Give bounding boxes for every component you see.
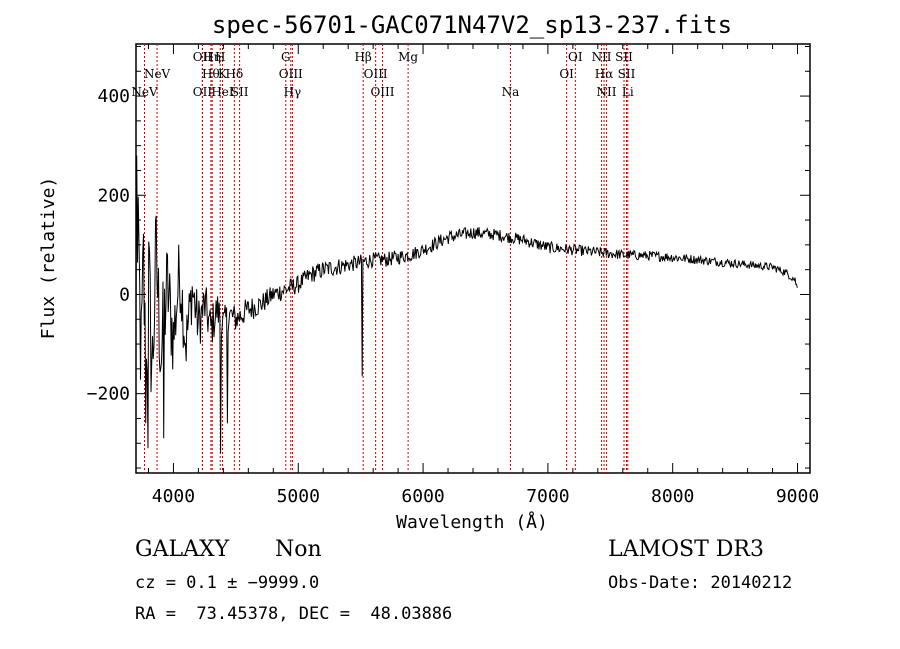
y-tick-label: −200: [87, 384, 130, 405]
x-tick-label: 8000: [651, 486, 694, 507]
line-label: Hθ: [202, 67, 220, 81]
plot-frame: [135, 43, 811, 474]
x-tick-label: 5000: [277, 486, 320, 507]
line-label: NII: [597, 85, 617, 99]
coordinates-readout: RA = 73.45378, DEC = 48.03886: [135, 604, 453, 624]
y-axis-label: Flux (relative): [38, 177, 59, 340]
line-label: NeV: [144, 67, 171, 81]
x-tick-label: 7000: [526, 486, 569, 507]
y-tick-label: 400: [97, 86, 130, 107]
x-axis-label: Wavelength (Å): [396, 511, 548, 533]
line-label: NII: [592, 50, 612, 64]
observation-date: Obs-Date: 20140212: [608, 573, 793, 593]
line-label: Hβ: [354, 50, 371, 64]
line-label: Li: [622, 85, 634, 99]
line-label: K: [218, 67, 228, 81]
line-label: OIII: [370, 85, 394, 99]
line-label: SII: [231, 85, 249, 99]
line-label: Hη: [203, 50, 221, 64]
object-class: GALAXY: [135, 537, 230, 562]
line-label: OII: [193, 85, 213, 99]
y-tick-label: 0: [119, 284, 130, 305]
line-label: G: [281, 50, 291, 64]
line-label: H: [215, 50, 225, 64]
y-tick-label: 200: [97, 185, 130, 206]
line-label: NeV: [131, 85, 158, 99]
line-label: Hγ: [284, 85, 302, 99]
line-label: OIII: [364, 67, 388, 81]
survey-label: LAMOST DR3: [608, 537, 764, 562]
object-subclass: Non: [275, 537, 322, 562]
redshift-readout: cz = 0.1 ± −9999.0: [135, 573, 320, 593]
x-tick-label: 9000: [776, 486, 819, 507]
line-label: SII: [615, 50, 633, 64]
chart-title: spec-56701-GAC071N47V2_sp13-237.fits: [212, 11, 732, 39]
spectrum-line: [135, 155, 798, 454]
x-tick-label: 4000: [152, 486, 195, 507]
line-label: HeI: [211, 85, 234, 99]
line-label: OIII: [279, 67, 303, 81]
line-label: OII: [193, 50, 213, 64]
x-tick-label: 6000: [401, 486, 444, 507]
axis-ticks: 4000 5000 6000 7000 8000 9000 −200 0 200 400: [87, 44, 819, 507]
emission-line-markers: [143, 44, 629, 473]
line-label: OI: [568, 50, 583, 64]
line-label: Hδ: [226, 67, 244, 81]
line-label: SII: [618, 67, 636, 81]
line-label: OI: [559, 67, 574, 81]
line-label: Na: [502, 85, 520, 99]
line-label: Mg: [398, 50, 418, 64]
line-label: Hα: [595, 67, 614, 81]
